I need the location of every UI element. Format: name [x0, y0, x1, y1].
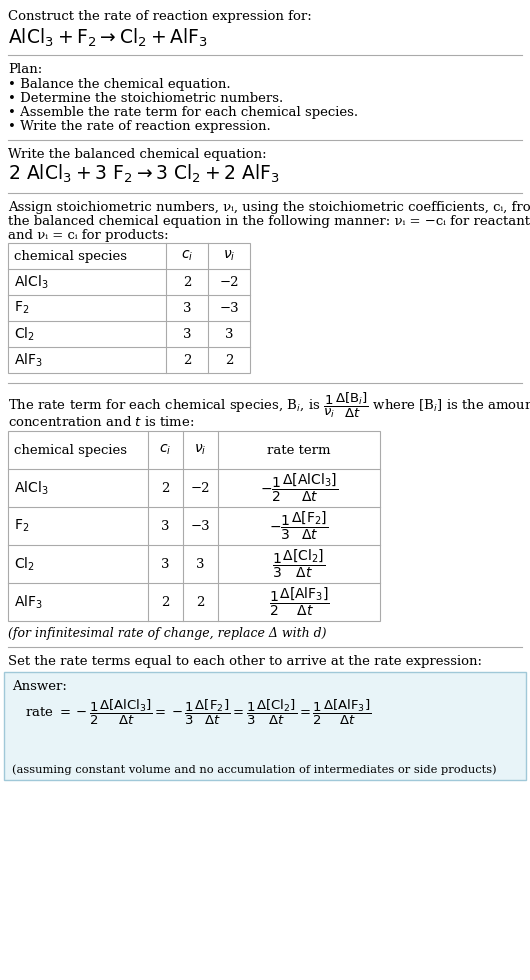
Text: $-\dfrac{1}{3}\dfrac{\Delta[\mathrm{F_2}]}{\Delta t}$: $-\dfrac{1}{3}\dfrac{\Delta[\mathrm{F_2}…: [269, 510, 329, 542]
Text: 3: 3: [183, 302, 191, 315]
Text: 2: 2: [183, 275, 191, 288]
Text: rate $= -\dfrac{1}{2}\dfrac{\Delta[\mathrm{AlCl_3}]}{\Delta t}= -\dfrac{1}{3}\df: rate $= -\dfrac{1}{2}\dfrac{\Delta[\math…: [25, 698, 371, 727]
Text: $\mathregular{2\ AlCl_3 + 3\ F_2 \rightarrow 3\ Cl_2 + 2\ AlF_3}$: $\mathregular{2\ AlCl_3 + 3\ F_2 \righta…: [8, 163, 280, 185]
Text: the balanced chemical equation in the following manner: νᵢ = −cᵢ for reactants: the balanced chemical equation in the fo…: [8, 215, 530, 228]
Text: $\mathrm{Cl_2}$: $\mathrm{Cl_2}$: [14, 325, 35, 343]
Text: $\dfrac{1}{2}\dfrac{\Delta[\mathrm{AlF_3}]}{\Delta t}$: $\dfrac{1}{2}\dfrac{\Delta[\mathrm{AlF_3…: [269, 586, 330, 618]
Text: 3: 3: [196, 558, 205, 570]
Text: 3: 3: [161, 558, 170, 570]
Text: $-\dfrac{1}{2}\dfrac{\Delta[\mathrm{AlCl_3}]}{\Delta t}$: $-\dfrac{1}{2}\dfrac{\Delta[\mathrm{AlCl…: [260, 471, 338, 504]
Text: concentration and $t$ is time:: concentration and $t$ is time:: [8, 415, 195, 429]
Text: $\mathrm{AlF_3}$: $\mathrm{AlF_3}$: [14, 351, 43, 368]
Text: (assuming constant volume and no accumulation of intermediates or side products): (assuming constant volume and no accumul…: [12, 764, 497, 774]
Text: $\mathrm{Cl_2}$: $\mathrm{Cl_2}$: [14, 556, 35, 572]
Text: 2: 2: [183, 354, 191, 367]
Bar: [8, 243, 250, 373]
Text: −2: −2: [191, 481, 210, 495]
Text: Plan:: Plan:: [8, 63, 42, 76]
Text: 3: 3: [225, 327, 233, 340]
Text: • Determine the stoichiometric numbers.: • Determine the stoichiometric numbers.: [8, 92, 283, 105]
Text: Assign stoichiometric numbers, νᵢ, using the stoichiometric coefficients, cᵢ, fr: Assign stoichiometric numbers, νᵢ, using…: [8, 201, 530, 214]
Text: $\mathregular{AlCl_3 + F_2 \rightarrow Cl_2 + AlF_3}$: $\mathregular{AlCl_3 + F_2 \rightarrow C…: [8, 27, 208, 49]
Text: • Assemble the rate term for each chemical species.: • Assemble the rate term for each chemic…: [8, 106, 358, 119]
Text: 2: 2: [225, 354, 233, 367]
Text: rate term: rate term: [267, 444, 331, 457]
Text: 3: 3: [161, 519, 170, 532]
Text: $\mathrm{AlCl_3}$: $\mathrm{AlCl_3}$: [14, 479, 48, 497]
Text: $\nu_i$: $\nu_i$: [223, 249, 235, 264]
Text: chemical species: chemical species: [14, 444, 127, 457]
Text: $\dfrac{1}{3}\dfrac{\Delta[\mathrm{Cl_2}]}{\Delta t}$: $\dfrac{1}{3}\dfrac{\Delta[\mathrm{Cl_2}…: [272, 548, 325, 580]
Text: −2: −2: [219, 275, 238, 288]
Text: $\nu_i$: $\nu_i$: [195, 443, 207, 458]
Text: The rate term for each chemical species, B$_i$, is $\dfrac{1}{\nu_i}\dfrac{\Delt: The rate term for each chemical species,…: [8, 391, 530, 420]
Text: and νᵢ = cᵢ for products:: and νᵢ = cᵢ for products:: [8, 229, 169, 242]
FancyBboxPatch shape: [4, 672, 526, 780]
Text: −3: −3: [191, 519, 210, 532]
Text: Construct the rate of reaction expression for:: Construct the rate of reaction expressio…: [8, 10, 312, 23]
Text: $\mathrm{F_2}$: $\mathrm{F_2}$: [14, 300, 29, 317]
Text: Write the balanced chemical equation:: Write the balanced chemical equation:: [8, 148, 267, 161]
Text: 3: 3: [183, 327, 191, 340]
Text: $\mathrm{AlF_3}$: $\mathrm{AlF_3}$: [14, 593, 43, 611]
Text: −3: −3: [219, 302, 239, 315]
Text: $\mathrm{AlCl_3}$: $\mathrm{AlCl_3}$: [14, 273, 48, 291]
Text: chemical species: chemical species: [14, 250, 127, 263]
Text: $c_i$: $c_i$: [181, 249, 193, 264]
Text: $c_i$: $c_i$: [160, 443, 172, 458]
Text: 2: 2: [196, 596, 205, 609]
Text: Answer:: Answer:: [12, 680, 67, 693]
Text: • Write the rate of reaction expression.: • Write the rate of reaction expression.: [8, 120, 271, 133]
Text: $\mathrm{F_2}$: $\mathrm{F_2}$: [14, 517, 29, 534]
Text: (for infinitesimal rate of change, replace Δ with d): (for infinitesimal rate of change, repla…: [8, 627, 326, 640]
Text: 2: 2: [161, 596, 170, 609]
Text: 2: 2: [161, 481, 170, 495]
Bar: [8, 431, 380, 621]
Text: Set the rate terms equal to each other to arrive at the rate expression:: Set the rate terms equal to each other t…: [8, 655, 482, 668]
Text: • Balance the chemical equation.: • Balance the chemical equation.: [8, 78, 231, 91]
